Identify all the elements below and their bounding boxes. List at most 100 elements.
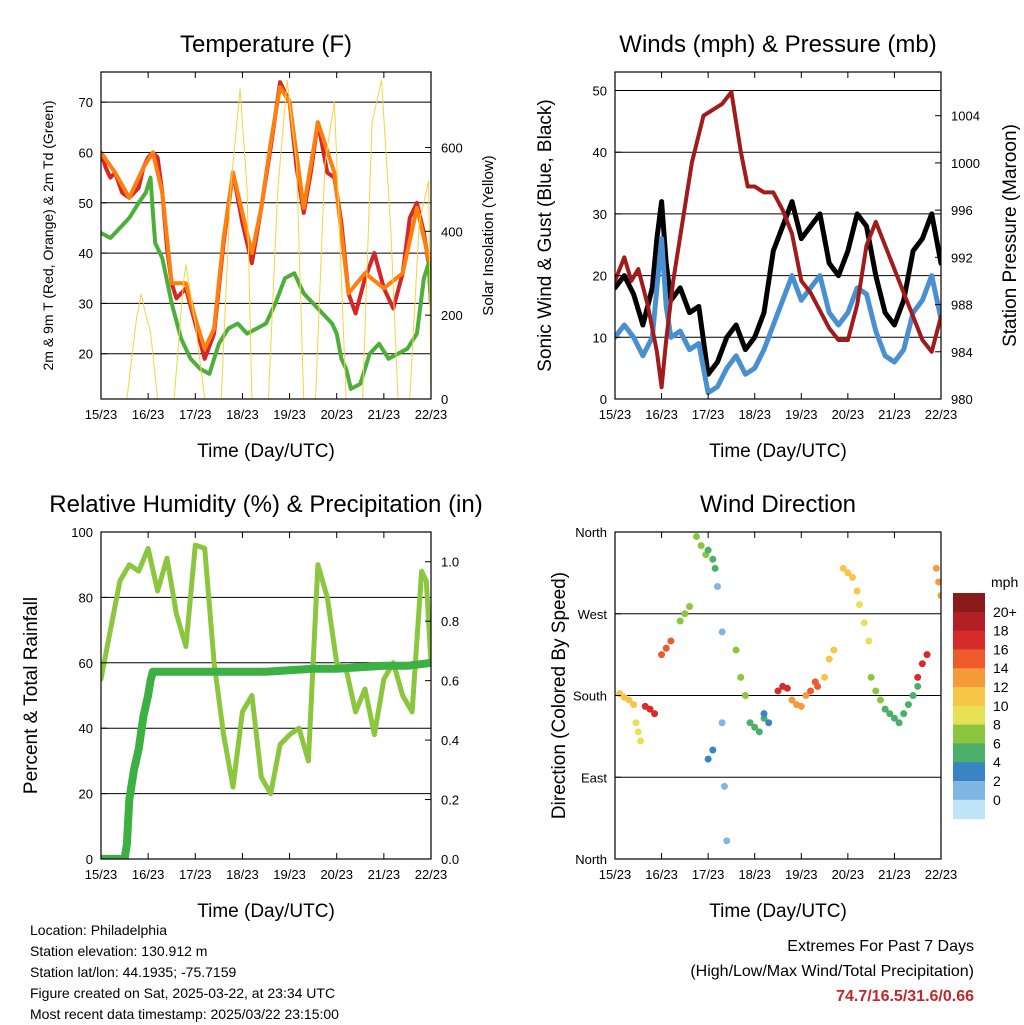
- y-tick-label: 40: [79, 721, 93, 736]
- x-tick-label: 18/23: [738, 867, 771, 882]
- direction-point: [709, 746, 717, 754]
- x-tick-label: 17/23: [692, 867, 725, 882]
- y-tick-label: 40: [79, 246, 93, 261]
- winds-pressure-panel: Winds (mph) & Pressure (mb) 15/23 16/23 17/…: [535, 31, 1021, 462]
- colorbar-label: 0: [993, 792, 1001, 808]
- direction-point: [774, 687, 782, 695]
- y2-tick-label: 1.0: [441, 555, 459, 570]
- x-tick-label: 16/23: [645, 867, 678, 882]
- x-tick-label: 21/23: [368, 867, 401, 882]
- x-tick-label: 22/23: [415, 407, 448, 422]
- x-tick-label: 15/23: [85, 867, 118, 882]
- x-tick-label: 15/23: [599, 867, 632, 882]
- y-tick-label: 60: [79, 656, 93, 671]
- figure-created: Figure created on Sat, 2025-03-22, at 23…: [30, 985, 336, 1001]
- direction-point: [718, 628, 726, 636]
- direction-point: [737, 673, 745, 681]
- y2-tick-label: 992: [951, 250, 973, 265]
- colorbar-swatch: [953, 630, 985, 650]
- direction-point: [765, 719, 773, 727]
- direction-point: [720, 782, 728, 790]
- plot-frame: [100, 531, 432, 860]
- colorbar-swatch: [953, 668, 985, 688]
- y-tick-label: 50: [593, 84, 607, 99]
- series-precipitation: [101, 658, 431, 859]
- colorbar-swatch: [953, 743, 985, 763]
- y-tick-label: 0: [86, 852, 93, 867]
- direction-point: [788, 696, 796, 704]
- direction-point: [890, 714, 898, 722]
- colorbar-label: 6: [993, 735, 1001, 751]
- temperature-panel: Temperature (F) 15/23 16/23 17/23 18/23 19/23…: [40, 31, 497, 462]
- y-tick-label: 30: [79, 296, 93, 311]
- plot-frame: [614, 71, 942, 400]
- chart-title: Relative Humidity (%) & Precipitation (i…: [49, 491, 482, 518]
- x-tick-label: 21/23: [878, 407, 911, 422]
- colorbar-label: 14: [993, 660, 1009, 676]
- direction-point: [900, 710, 908, 718]
- direction-point: [751, 723, 759, 731]
- direction-point: [697, 542, 705, 550]
- plot-area: [101, 79, 431, 399]
- direction-point: [704, 755, 712, 763]
- speed-colorbar: mph 20+ 18 16 14 12 10 8 6 4 2 0: [953, 574, 1018, 820]
- direction-point: [853, 587, 861, 595]
- direction-point: [807, 687, 815, 695]
- colorbar-swatch: [953, 611, 985, 632]
- y2-tick-label: 980: [951, 392, 973, 407]
- direction-point: [814, 682, 822, 690]
- y2-axis-label: Station Pressure (Maroon): [1000, 124, 1021, 347]
- x-tick-label: 16/23: [645, 407, 678, 422]
- x-tick-label: 18/23: [738, 407, 771, 422]
- direction-point: [825, 655, 833, 663]
- y2-tick-label: 1000: [951, 156, 980, 171]
- direction-point: [935, 578, 941, 586]
- series-wind: [615, 236, 941, 396]
- plot-area: [616, 533, 941, 845]
- direction-point: [872, 687, 880, 695]
- x-tick-label: 17/23: [692, 407, 725, 422]
- y-tick-label: 60: [79, 145, 93, 160]
- y-tick-label: 40: [593, 145, 607, 160]
- direction-point: [886, 710, 894, 718]
- y-tick-label: South: [573, 689, 607, 704]
- colorbar-title: mph: [991, 574, 1018, 590]
- plot-area: [615, 90, 941, 396]
- colorbar-label: 16: [993, 641, 1009, 657]
- x-tick-label: 21/23: [878, 867, 911, 882]
- direction-point: [923, 651, 931, 659]
- direction-point: [918, 660, 926, 668]
- x-axis-label: Time (Day/UTC): [197, 901, 335, 922]
- direction-point: [881, 705, 889, 713]
- x-tick-label: 15/23: [599, 407, 632, 422]
- y2-tick-label: 400: [441, 224, 463, 239]
- extremes-subtitle: (High/Low/Max Wind/Total Precipitation): [690, 963, 974, 980]
- colorbar-label: 4: [993, 754, 1001, 770]
- humidity-precip-panel: Relative Humidity (%) & Precipitation (i…: [21, 491, 483, 922]
- y-tick-label: 100: [71, 525, 93, 540]
- series-2m-td: [101, 175, 431, 391]
- colorbar-label: 12: [993, 679, 1009, 695]
- direction-point: [681, 610, 689, 618]
- direction-point: [662, 644, 670, 652]
- colorbar-label: 18: [993, 623, 1009, 639]
- station-info: Location: Philadelphia Station elevation…: [30, 920, 339, 1025]
- y2-axis-label: Solar Insolation (Yellow): [480, 155, 497, 315]
- direction-point: [709, 555, 717, 563]
- colorbar-label: 20+: [993, 604, 1017, 620]
- chart-title: Temperature (F): [180, 31, 352, 58]
- y2-tick-label: 1004: [951, 109, 980, 124]
- direction-point: [856, 601, 863, 609]
- direction-point: [844, 569, 852, 577]
- y-tick-label: West: [578, 607, 608, 622]
- y-tick-label: 20: [79, 347, 93, 362]
- x-axis-label: Time (Day/UTC): [709, 901, 847, 922]
- y-tick-label: 20: [79, 787, 93, 802]
- series-pressure: [615, 90, 941, 390]
- direction-point: [830, 646, 838, 654]
- y-tick-label: 0: [600, 392, 607, 407]
- colorbar-swatch: [953, 762, 985, 782]
- direction-point: [839, 564, 847, 572]
- y-axis-label: Sonic Wind & Gust (Blue, Black): [535, 99, 556, 371]
